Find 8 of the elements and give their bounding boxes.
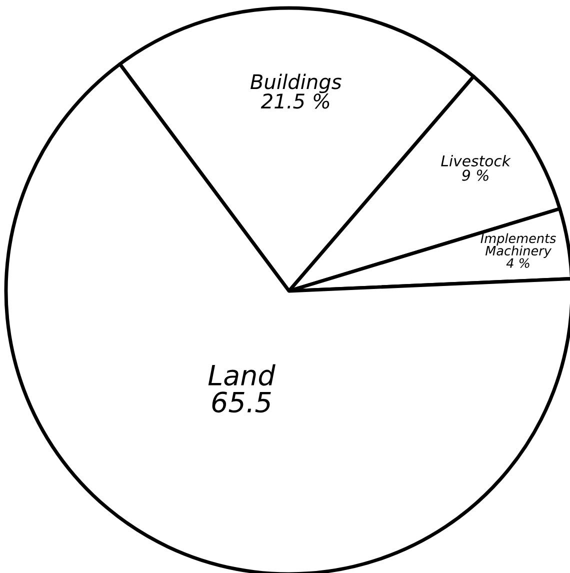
data-label: 21.5 % [260, 94, 330, 109]
data-label: 4 % [506, 258, 530, 268]
slice-label: Implements Machinery [480, 233, 556, 258]
slice-label: Buildings [250, 74, 342, 94]
slice-label: Livestock [441, 154, 511, 166]
data-label: 65.5 [212, 392, 271, 413]
slice-label: Land [208, 364, 276, 386]
data-label: 9 % [462, 170, 488, 181]
